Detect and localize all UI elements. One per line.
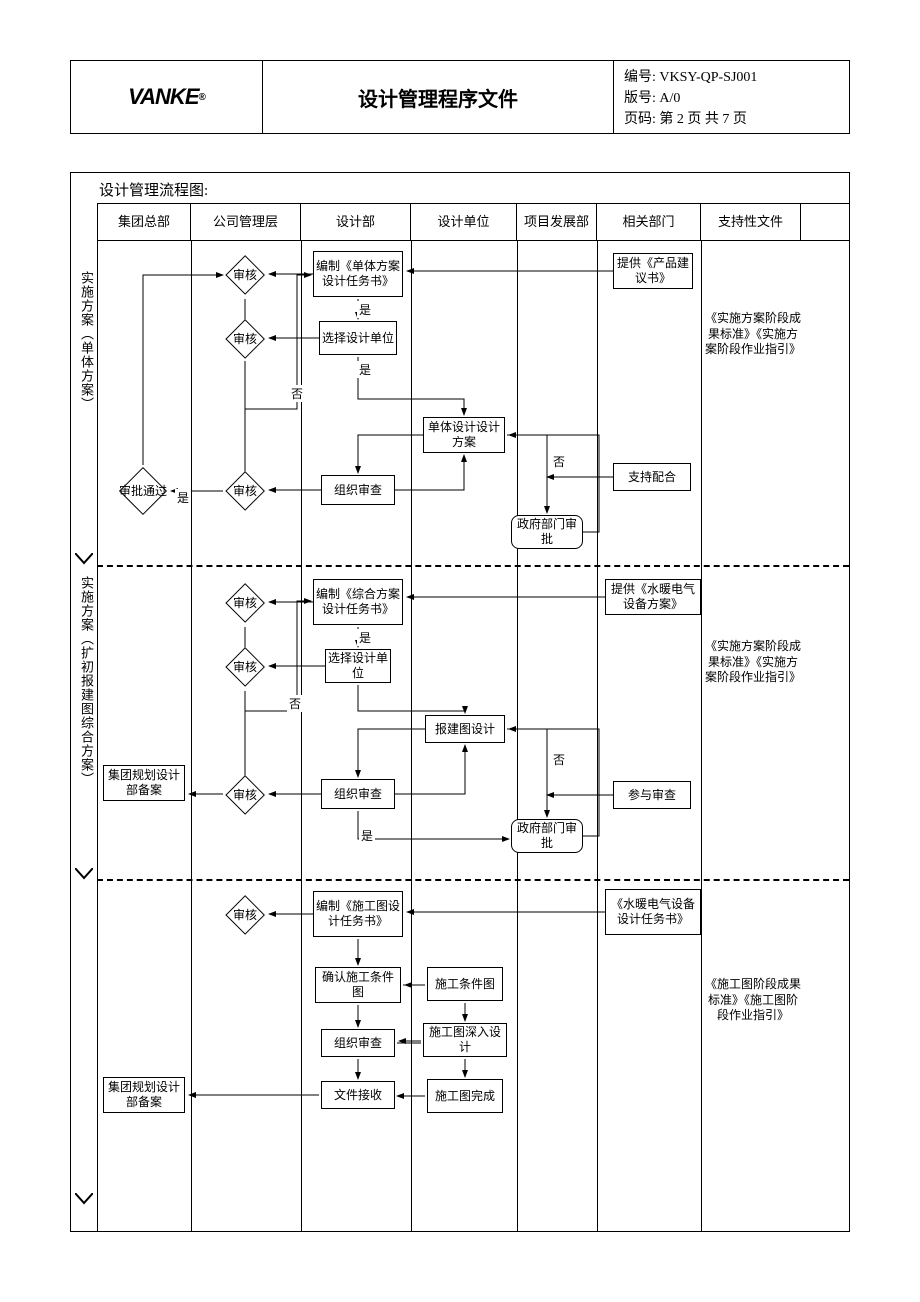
flow-step: 编制《综合方案设计任务书》 (313, 579, 403, 625)
chevron-down-icon (75, 553, 93, 565)
edge-label: 是 (357, 361, 373, 378)
flow-decision: 审核 (225, 647, 265, 687)
chevron-down-icon (75, 1193, 93, 1205)
edge-label: 是 (357, 301, 373, 318)
flow-step: 支持配合 (613, 463, 691, 491)
flow-step: 编制《施工图设计任务书》 (313, 891, 403, 937)
lane-divider (411, 241, 412, 1231)
flow-step: 报建图设计 (425, 715, 505, 743)
flow-step: 政府部门审批 (511, 819, 583, 853)
phase-label: 实施方案（扩初报建图综合方案） (77, 576, 96, 866)
flow-step: 组织审查 (321, 1029, 395, 1057)
lane-header: 支持性文件 (701, 204, 801, 240)
lane-divider (191, 241, 192, 1231)
flow-step: 集团规划设计部备案 (103, 765, 185, 801)
logo-reg: ® (199, 92, 205, 103)
flow-step: 施工图深入设计 (423, 1023, 507, 1057)
logo: VANKE® (71, 61, 263, 133)
doc-header: VANKE® 设计管理程序文件 编号: VKSY-QP-SJ001 版号: A/… (70, 60, 850, 134)
flow-step: 选择设计单位 (319, 321, 397, 355)
flow-step: 组织审查 (321, 475, 395, 505)
doc-meta: 编号: VKSY-QP-SJ001 版号: A/0 页码: 第 2 页 共 7 … (614, 61, 849, 133)
flow-decision: 审核 (225, 319, 265, 359)
flow-title: 设计管理流程图: (99, 179, 208, 200)
swimlane-headers: 集团总部公司管理层设计部设计单位项目发展部相关部门支持性文件 (97, 203, 849, 241)
lane-divider (97, 241, 98, 1231)
lane-divider (597, 241, 598, 1231)
edge-label: 否 (551, 453, 567, 470)
flow-step: 提供《水暖电气设备方案》 (605, 579, 701, 615)
edge-label: 是 (175, 489, 191, 506)
lane-header: 公司管理层 (191, 204, 301, 240)
lane-header: 相关部门 (597, 204, 701, 240)
logo-text: VANKE (128, 84, 198, 110)
phase-divider (97, 565, 849, 567)
flow-step: 单体设计设计方案 (423, 417, 505, 453)
lane-divider (701, 241, 702, 1231)
flow-decision: 审核 (225, 471, 265, 511)
flow-decision: 审核 (225, 255, 265, 295)
phase-label: 实施方案（单体方案） (77, 271, 96, 551)
flow-decision: 审批通过 (119, 467, 167, 515)
lane-header: 集团总部 (97, 204, 191, 240)
lane-header: 设计部 (301, 204, 411, 240)
flowchart: 设计管理流程图: 集团总部公司管理层设计部设计单位项目发展部相关部门支持性文件 … (70, 172, 850, 1232)
support-doc-text: 《实施方案阶段成果标准》《实施方案阶段作业指引》 (705, 311, 801, 358)
lane-header: 设计单位 (411, 204, 517, 240)
flow-step: 确认施工条件图 (315, 967, 401, 1003)
flow-step: 参与审查 (613, 781, 691, 809)
flow-step: 编制《单体方案设计任务书》 (313, 251, 403, 297)
doc-title: 设计管理程序文件 (263, 61, 614, 133)
flow-step: 施工条件图 (427, 967, 503, 1001)
lane-body: 编制《单体方案设计任务书》审核提供《产品建议书》选择设计单位审核单体设计设计方案… (97, 241, 849, 1231)
edge-label: 是 (359, 827, 375, 844)
flow-step: 组织审查 (321, 779, 395, 809)
edge-label: 否 (551, 751, 567, 768)
flow-decision: 审核 (225, 895, 265, 935)
flow-step: 提供《产品建议书》 (613, 253, 693, 289)
support-doc-text: 《施工图阶段成果标准》《施工图阶段作业指引》 (705, 977, 801, 1024)
flow-step: 《水暖电气设备设计任务书》 (605, 889, 701, 935)
flow-step: 选择设计单位 (325, 649, 391, 683)
flow-decision: 审核 (225, 583, 265, 623)
flow-step: 政府部门审批 (511, 515, 583, 549)
flow-decision: 审核 (225, 775, 265, 815)
flow-step: 施工图完成 (427, 1079, 503, 1113)
edge-label: 否 (287, 695, 303, 712)
support-doc-text: 《实施方案阶段成果标准》《实施方案阶段作业指引》 (705, 639, 801, 686)
chevron-down-icon (75, 868, 93, 880)
flow-step: 文件接收 (321, 1081, 395, 1109)
edge-label: 是 (357, 629, 373, 646)
lane-header: 项目发展部 (517, 204, 597, 240)
edge-label: 否 (289, 385, 305, 402)
flow-step: 集团规划设计部备案 (103, 1077, 185, 1113)
phase-divider (97, 879, 849, 881)
lane-divider (517, 241, 518, 1231)
